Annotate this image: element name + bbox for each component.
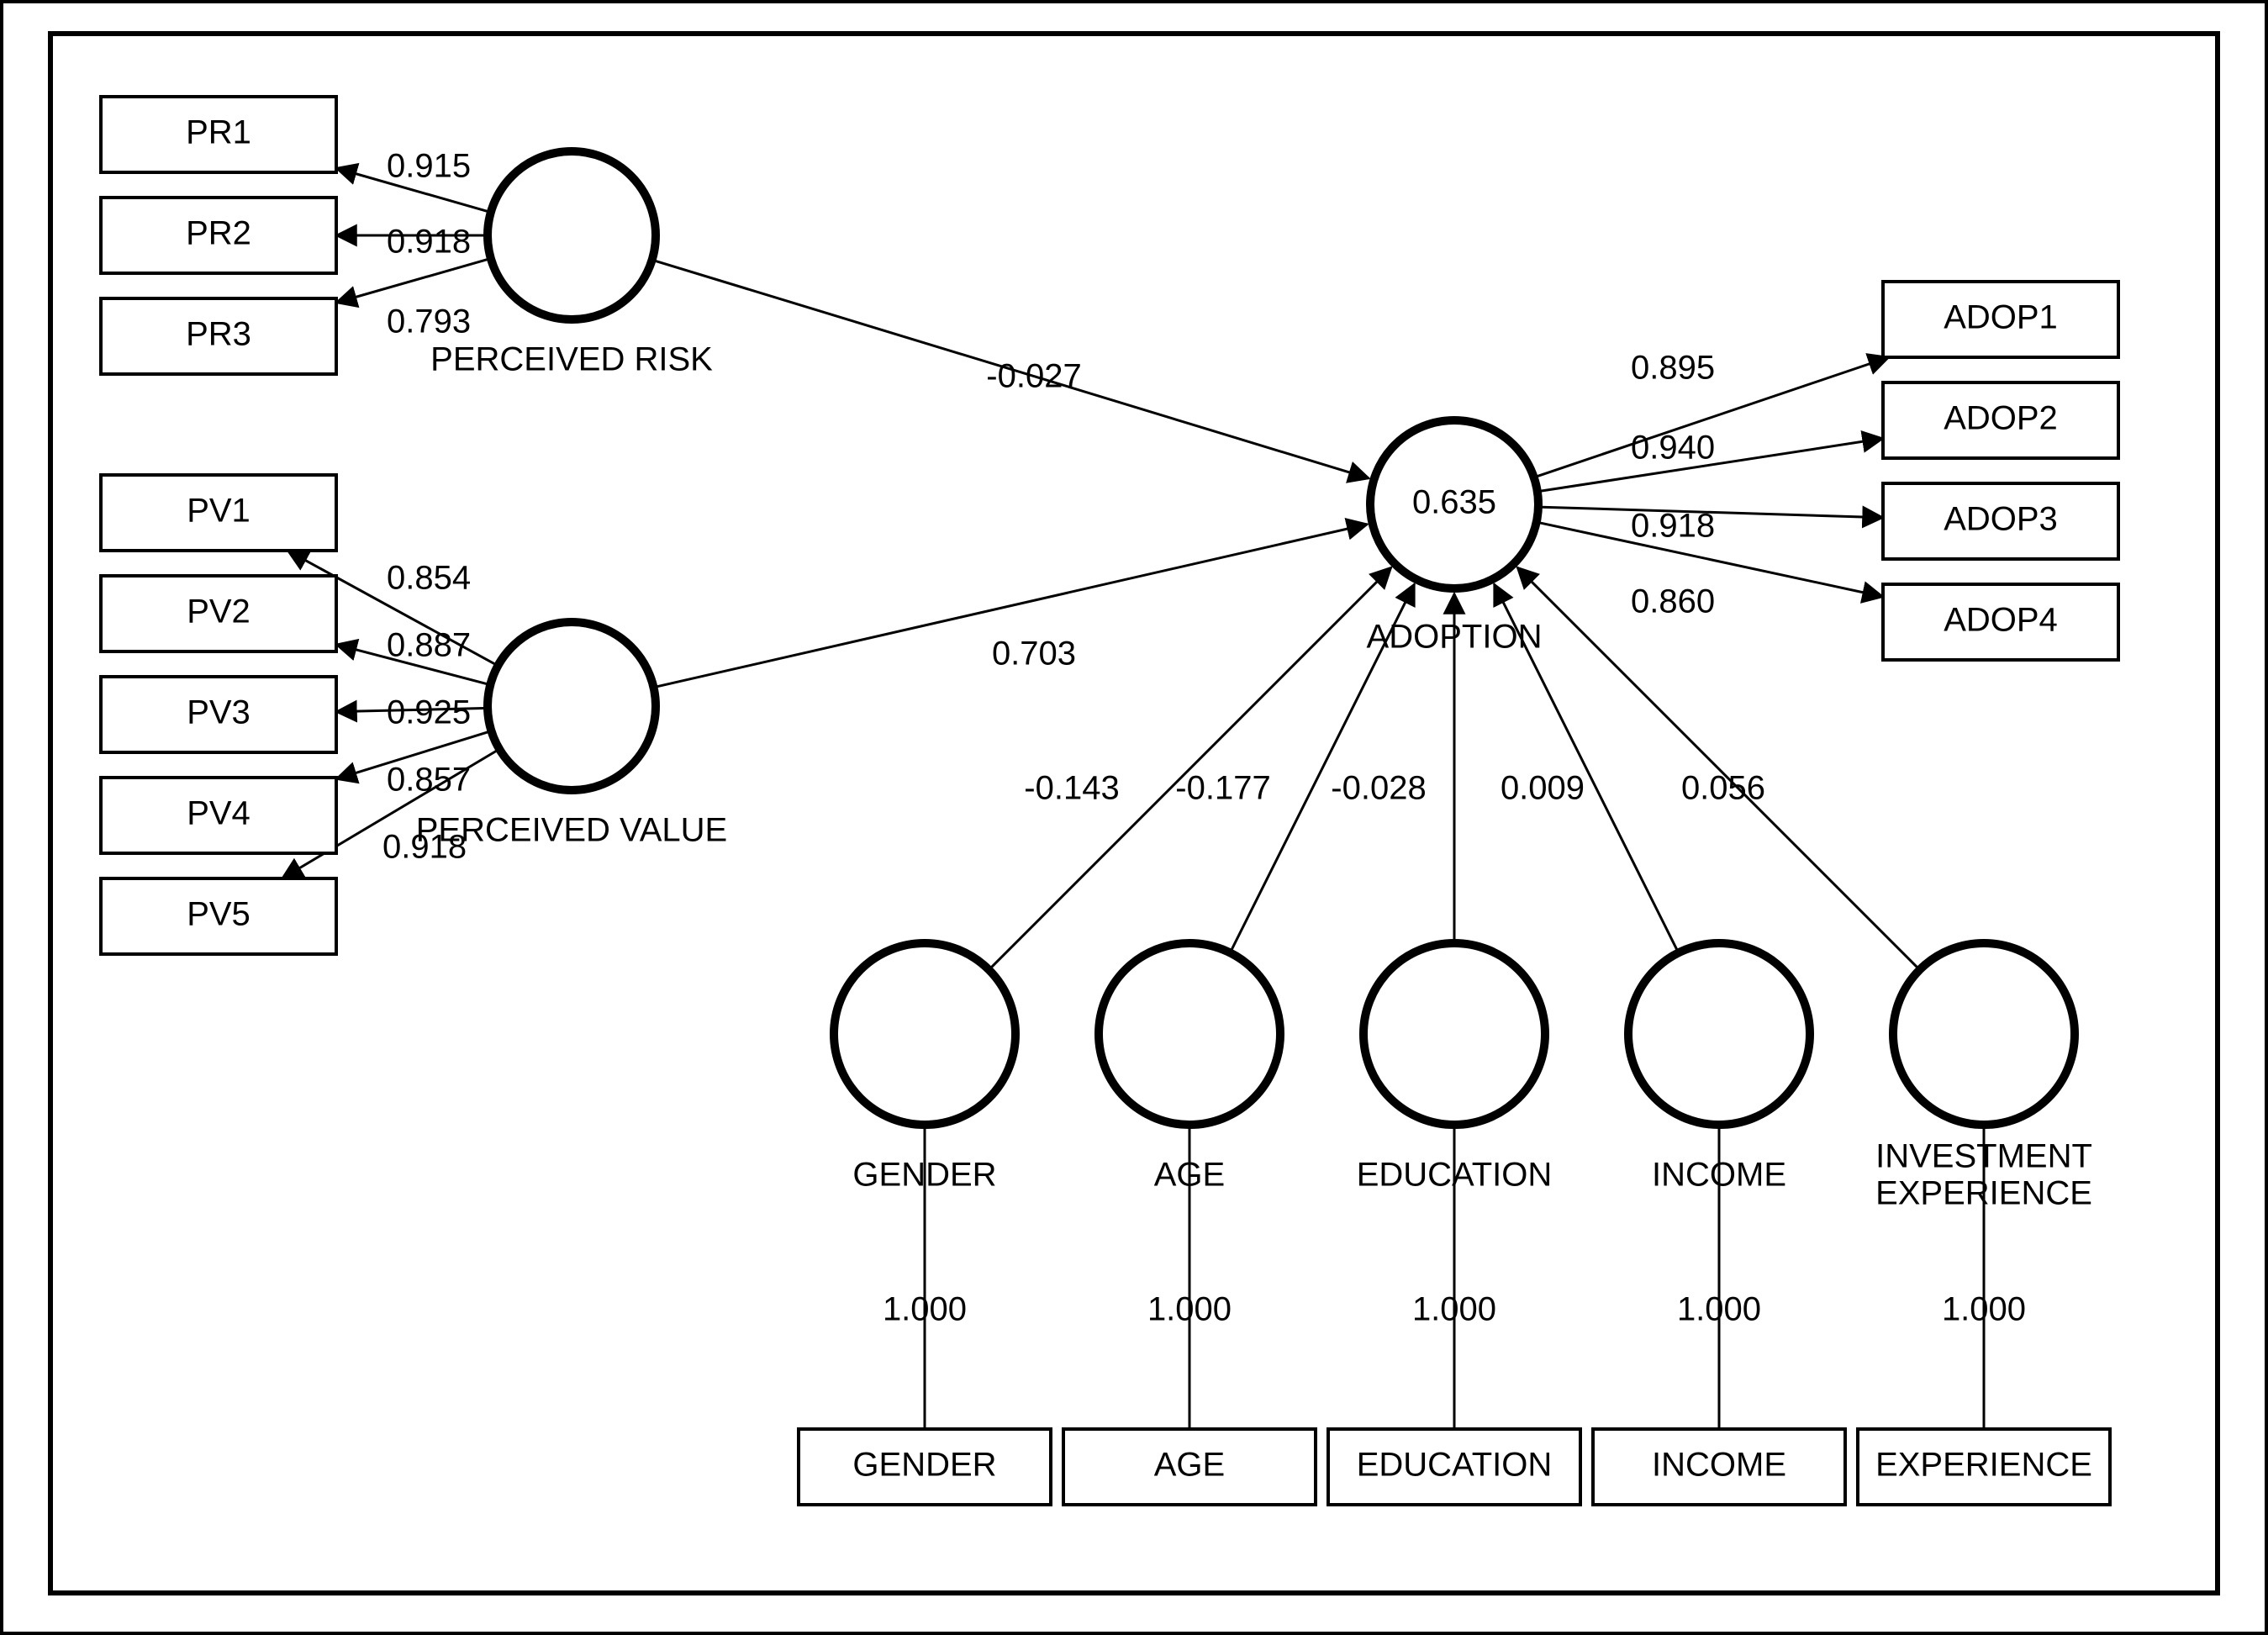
control-rect-INC-label: INCOME bbox=[1652, 1447, 1786, 1484]
latent-EDU bbox=[1363, 943, 1545, 1125]
sem-svg: PERCEIVED RISKPERCEIVED VALUE0.635ADOPTI… bbox=[0, 0, 2268, 1635]
indicator-ADOP4-label: ADOP4 bbox=[1944, 602, 2058, 639]
loading-PR2-value: 0.918 bbox=[387, 224, 471, 261]
latent-INC bbox=[1628, 943, 1810, 1125]
path-AGE-AD-value: -0.177 bbox=[1175, 770, 1270, 807]
latent-PR-label: PERCEIVED RISK bbox=[430, 341, 713, 378]
path-PR-AD-value: -0.027 bbox=[986, 358, 1081, 395]
control-rect-EDU-label: EDUCATION bbox=[1357, 1447, 1553, 1484]
latent-GEN-label: GENDER bbox=[852, 1157, 996, 1194]
indicator-ADOP2-label: ADOP2 bbox=[1944, 400, 2058, 437]
control-rect-GEN-label: GENDER bbox=[852, 1447, 996, 1484]
control-loading-INC: 1.000 bbox=[1677, 1291, 1761, 1328]
indicator-ADOP3-label: ADOP3 bbox=[1944, 501, 2058, 538]
indicator-PV2-label: PV2 bbox=[187, 593, 251, 630]
latent-EXP bbox=[1893, 943, 2075, 1125]
latent-INC-label: INCOME bbox=[1652, 1157, 1786, 1194]
path-EXP-AD-value: 0.056 bbox=[1681, 770, 1765, 807]
loading-PV3-value: 0.925 bbox=[387, 694, 471, 731]
control-rect-AGE-label: AGE bbox=[1154, 1447, 1225, 1484]
control-loading-AGE: 1.000 bbox=[1147, 1291, 1232, 1328]
path-EDU-AD-value: -0.028 bbox=[1331, 770, 1426, 807]
control-rect-EXP-label: EXPERIENCE bbox=[1875, 1447, 2092, 1484]
sem-diagram: PERCEIVED RISKPERCEIVED VALUE0.635ADOPTI… bbox=[0, 0, 2268, 1635]
path-INC-AD-value: 0.009 bbox=[1501, 770, 1585, 807]
control-loading-GEN: 1.000 bbox=[883, 1291, 967, 1328]
loading-PV2-value: 0.887 bbox=[387, 627, 471, 664]
loading-PR1-value: 0.915 bbox=[387, 148, 471, 185]
indicator-PR2-label: PR2 bbox=[186, 215, 251, 252]
latent-PR bbox=[488, 151, 656, 319]
latent-AGE bbox=[1099, 943, 1280, 1125]
loading-ADOP4-value: 0.860 bbox=[1631, 583, 1715, 620]
loading-PV1-value: 0.854 bbox=[387, 560, 471, 597]
indicator-PV3-label: PV3 bbox=[187, 694, 251, 731]
path-GEN-AD-value: -0.143 bbox=[1024, 770, 1119, 807]
latent-AD-label: ADOPTION bbox=[1367, 619, 1543, 656]
loading-PV5-value: 0.918 bbox=[382, 829, 467, 866]
control-loading-EDU: 1.000 bbox=[1412, 1291, 1496, 1328]
path-PV-AD-value: 0.703 bbox=[992, 636, 1076, 672]
loading-ADOP2-value: 0.940 bbox=[1631, 430, 1715, 467]
loading-ADOP3-value: 0.918 bbox=[1631, 508, 1715, 545]
indicator-PV1-label: PV1 bbox=[187, 493, 251, 530]
latent-EDU-label: EDUCATION bbox=[1357, 1157, 1553, 1194]
latent-EXP-label: INVESTMENT bbox=[1875, 1138, 2092, 1175]
indicator-PR3-label: PR3 bbox=[186, 316, 251, 353]
control-loading-EXP: 1.000 bbox=[1942, 1291, 2026, 1328]
latent-PV bbox=[488, 622, 656, 790]
latent-AD-inner: 0.635 bbox=[1412, 484, 1496, 521]
latent-EXP-label: EXPERIENCE bbox=[1875, 1175, 2092, 1212]
indicator-PV4-label: PV4 bbox=[187, 795, 251, 832]
latent-AGE-label: AGE bbox=[1154, 1157, 1225, 1194]
loading-PR3-value: 0.793 bbox=[387, 303, 471, 340]
indicator-ADOP1-label: ADOP1 bbox=[1944, 299, 2058, 336]
indicator-PV5-label: PV5 bbox=[187, 896, 251, 933]
latent-GEN bbox=[834, 943, 1015, 1125]
indicator-PR1-label: PR1 bbox=[186, 114, 251, 151]
loading-PV4-value: 0.857 bbox=[387, 762, 471, 799]
loading-ADOP1-value: 0.895 bbox=[1631, 350, 1715, 387]
